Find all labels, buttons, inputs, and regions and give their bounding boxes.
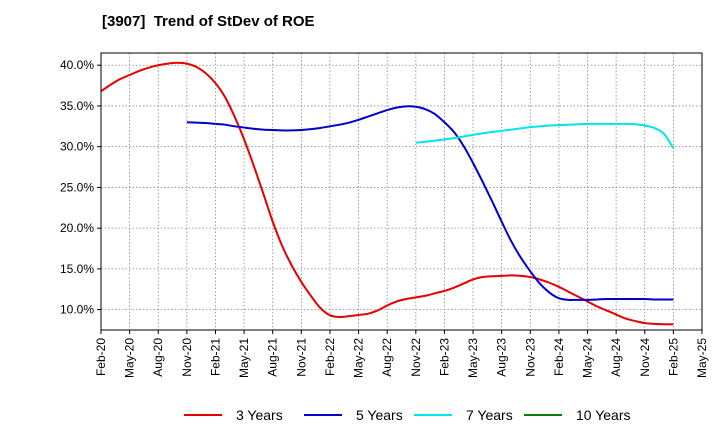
y-axis-ticks: 10.0% 15.0% 20.0% 25.0% 30.0% 35.0% 40.0% bbox=[60, 58, 101, 317]
x-tick-label: May-25 bbox=[695, 338, 709, 378]
legend-swatch bbox=[414, 414, 452, 416]
legend-item: 10 Years bbox=[524, 403, 631, 427]
legend-label: 3 Years bbox=[236, 407, 283, 423]
x-tick-label: May-23 bbox=[466, 338, 480, 378]
y-tick-label: 15.0% bbox=[60, 262, 94, 276]
x-tick-label: May-20 bbox=[123, 338, 137, 378]
x-tick-label: Feb-25 bbox=[666, 338, 680, 376]
y-tick-label: 35.0% bbox=[60, 99, 94, 113]
x-axis-ticks: Feb-20 May-20 Aug-20 Nov-20 Feb-21 May-21 Aug-… bbox=[94, 330, 709, 378]
x-tick-label: Nov-23 bbox=[523, 338, 537, 377]
chart-title: [3907] Trend of StDev of ROE bbox=[102, 13, 315, 30]
series-line-3 bbox=[415, 122, 675, 149]
series-lines bbox=[100, 61, 675, 326]
series-line-1 bbox=[100, 61, 674, 326]
legend-item: 3 Years bbox=[184, 403, 283, 427]
legend-item: 5 Years bbox=[304, 403, 403, 427]
legend-swatch bbox=[184, 414, 222, 416]
x-tick-label: Nov-21 bbox=[294, 338, 308, 377]
x-tick-label: Nov-22 bbox=[409, 338, 423, 377]
legend-swatch bbox=[304, 414, 342, 416]
x-tick-label: Aug-21 bbox=[266, 338, 280, 377]
x-tick-label: Feb-20 bbox=[94, 338, 108, 376]
x-tick-label: Aug-24 bbox=[609, 338, 623, 377]
x-tick-label: Nov-20 bbox=[180, 338, 194, 377]
y-tick-label: 30.0% bbox=[60, 140, 94, 154]
y-tick-label: 40.0% bbox=[60, 58, 94, 72]
legend-label: 7 Years bbox=[466, 407, 513, 423]
x-tick-label: May-22 bbox=[352, 338, 366, 378]
x-tick-label: May-21 bbox=[237, 338, 251, 378]
legend-label: 10 Years bbox=[576, 407, 631, 423]
x-tick-label: Feb-24 bbox=[552, 338, 566, 376]
x-tick-label: Aug-23 bbox=[495, 338, 509, 377]
y-tick-label: 25.0% bbox=[60, 180, 94, 194]
plot-frame bbox=[100, 52, 703, 331]
legend-label: 5 Years bbox=[356, 407, 403, 423]
series-line-2 bbox=[186, 105, 674, 301]
legend-swatch bbox=[524, 414, 562, 416]
x-tick-label: Aug-22 bbox=[380, 338, 394, 377]
x-tick-label: Aug-20 bbox=[151, 338, 165, 377]
y-tick-label: 20.0% bbox=[60, 221, 94, 235]
x-tick-label: Feb-21 bbox=[208, 338, 222, 376]
line-chart: 10.0% 15.0% 20.0% 25.0% 30.0% 35.0% 40.0% Feb-… bbox=[60, 52, 709, 378]
x-tick-label: Nov-24 bbox=[638, 338, 652, 377]
grid-lines bbox=[100, 53, 703, 330]
x-tick-label: Feb-23 bbox=[437, 338, 451, 376]
legend: 3 Years 5 Years 7 Years 10 Years bbox=[0, 403, 720, 427]
y-tick-label: 10.0% bbox=[60, 303, 94, 317]
x-tick-label: May-24 bbox=[581, 338, 595, 378]
x-tick-label: Feb-22 bbox=[323, 338, 337, 376]
legend-item: 7 Years bbox=[414, 403, 513, 427]
